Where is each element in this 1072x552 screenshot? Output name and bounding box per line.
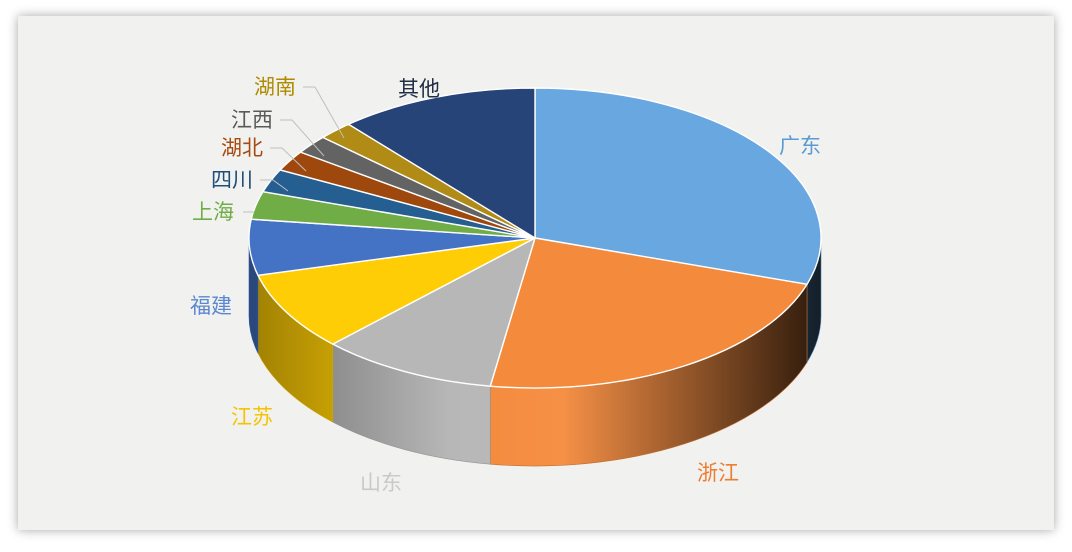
leader-lines bbox=[243, 86, 345, 213]
leader-line-6c5f897f bbox=[280, 119, 325, 157]
slice-51764ed6 bbox=[347, 87, 536, 239]
slice-label-51764ed6: 其他 bbox=[398, 77, 440, 101]
slice-label-798f5efa: 福建 bbox=[190, 294, 232, 318]
slice-label-5e7f4e1c: 广东 bbox=[779, 134, 821, 158]
slice-label-6e565357: 湖南 bbox=[254, 75, 296, 99]
slice-label-4e0a6d77: 上海 bbox=[192, 200, 234, 224]
pie-sides bbox=[248, 237, 822, 467]
chart-frame: 广东浙江 山东 江苏 福建 上海 四川 湖北 江西 湖南 其他 bbox=[18, 16, 1054, 530]
slice-label-6e565317: 湖北 bbox=[221, 136, 263, 160]
slice-label-6c5f897f: 江西 bbox=[231, 108, 273, 132]
slice-5c714e1c bbox=[332, 237, 536, 387]
slice-6d596c5f bbox=[489, 237, 808, 389]
slice-label-6d596c5f: 浙江 bbox=[697, 461, 739, 485]
slice-label-6c5f82cf: 江苏 bbox=[231, 405, 273, 429]
slice-label-56db5ddd: 四川 bbox=[211, 168, 253, 192]
leader-line-6e565357 bbox=[303, 86, 345, 139]
pie-slices bbox=[248, 87, 822, 389]
slice-5e7f4e1c bbox=[534, 87, 822, 286]
slice-6c5f82cf bbox=[257, 237, 536, 345]
leader-line-6e565317 bbox=[270, 147, 307, 172]
slice-label-5c714e1c: 山东 bbox=[360, 471, 402, 495]
leader-line-56db5ddd bbox=[260, 179, 289, 192]
